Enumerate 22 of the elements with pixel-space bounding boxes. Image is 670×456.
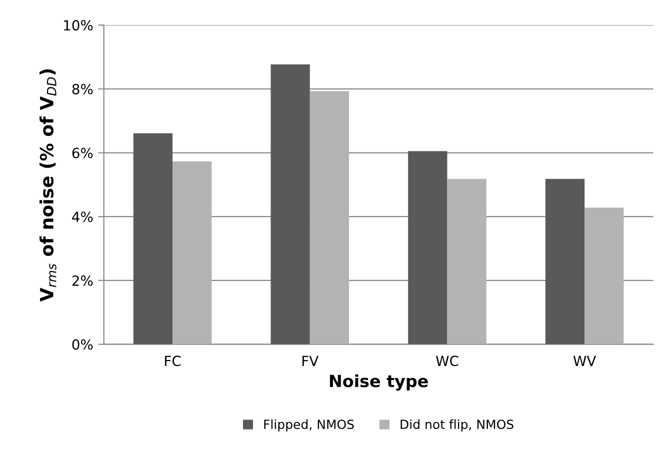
- x-tick-label: FV: [302, 356, 319, 366]
- bar: [133, 133, 173, 344]
- legend-label: Flipped, NMOS: [264, 419, 354, 432]
- y-tick-label: 10%: [64, 20, 93, 31]
- bar: [270, 64, 310, 344]
- bar: [447, 178, 486, 344]
- y-axis-title: V$_{rms}$ of noise (% of V$_{DD}$): [40, 69, 56, 302]
- y-tick-label: 0%: [72, 339, 93, 350]
- bar: [172, 161, 212, 344]
- x-axis-title: Noise type: [330, 374, 428, 391]
- bar: [408, 151, 448, 344]
- y-tick-label: 6%: [72, 148, 93, 158]
- legend-label: Did not flip, NMOS: [400, 419, 514, 432]
- bar: [310, 91, 350, 344]
- x-tick-label: WV: [573, 356, 596, 366]
- y-tick-label: 4%: [72, 212, 93, 222]
- y-tick-label: 8%: [72, 84, 93, 94]
- y-tick-label: 2%: [72, 275, 93, 286]
- bar: [584, 208, 624, 344]
- x-tick-label: WC: [436, 356, 458, 366]
- x-tick-label: FC: [165, 356, 181, 366]
- bar: [545, 178, 585, 344]
